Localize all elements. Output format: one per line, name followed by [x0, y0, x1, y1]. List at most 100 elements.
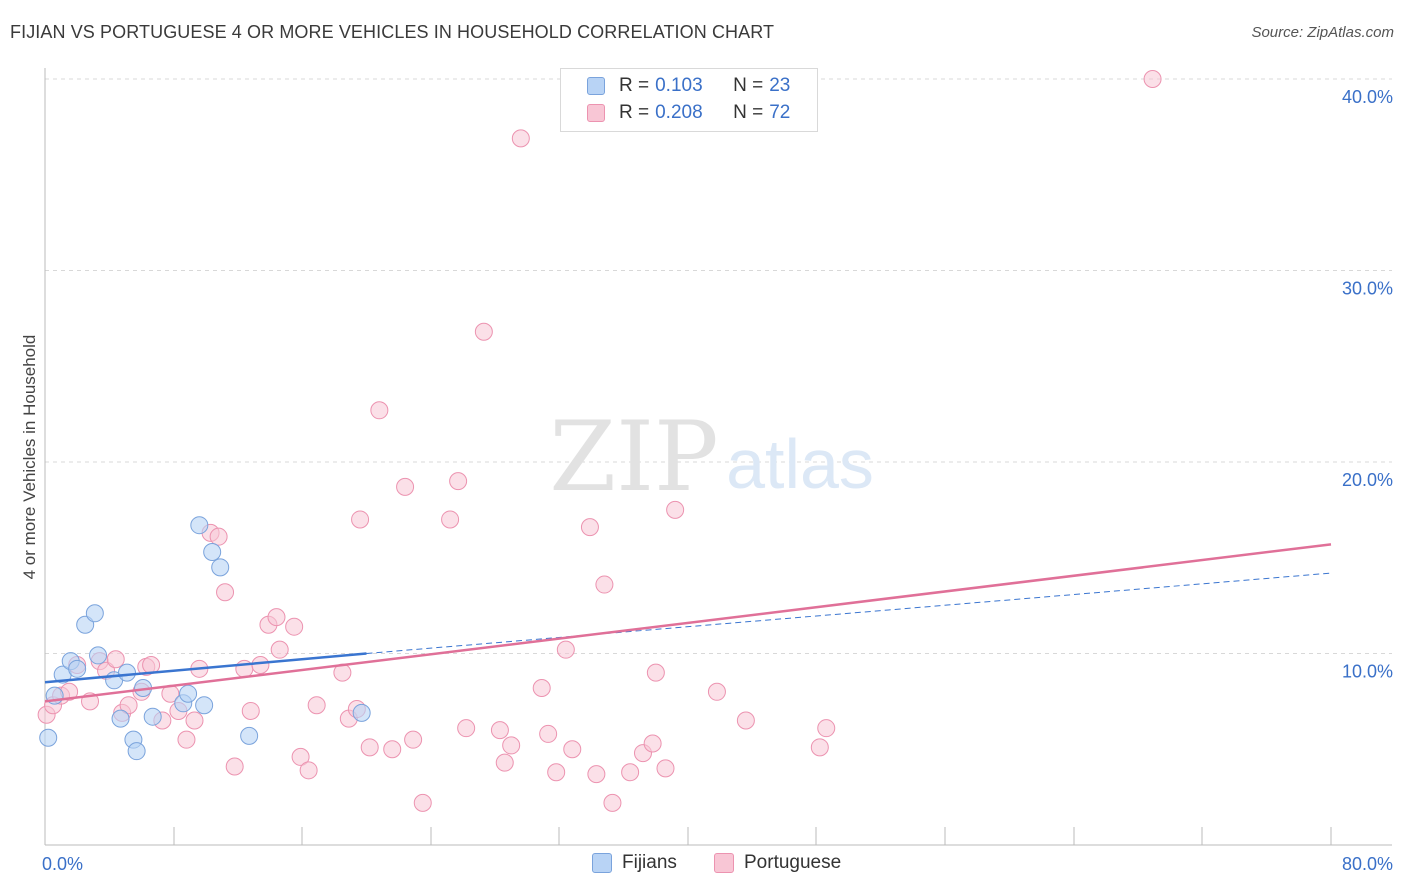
watermark-zip: ZIP [549, 401, 718, 513]
portuguese-point-18 [185, 711, 204, 730]
portuguese-point-39 [370, 401, 389, 420]
portuguese-point-46 [457, 719, 476, 738]
portuguese-point-29 [270, 640, 289, 659]
portuguese-points [37, 70, 1162, 812]
y-axis-label: 4 or more Vehicles in Household [20, 335, 39, 580]
portuguese-point-23 [225, 757, 244, 776]
fijian-point-12 [127, 742, 146, 761]
correlation-legend: R = 0.103 N = 23 R = 0.208 N = 72 [560, 68, 818, 132]
portuguese-point-31 [291, 747, 310, 766]
portuguese-point-54 [547, 763, 566, 782]
portuguese-point-57 [580, 518, 599, 537]
portuguese-point-32 [299, 761, 318, 780]
portuguese-point-41 [396, 477, 415, 496]
legend-row-portuguese: R = 0.208 N = 72 [587, 100, 790, 126]
n-value: 23 [769, 75, 791, 96]
portuguese-point-71 [1143, 70, 1162, 88]
fijian-point-17 [190, 516, 209, 535]
fijians-swatch [587, 77, 605, 95]
fijian-points [39, 516, 371, 761]
portuguese-point-60 [603, 793, 622, 812]
fijian-point-4 [68, 659, 87, 678]
r-value: 0.103 [655, 75, 703, 96]
portuguese-point-59 [595, 575, 614, 594]
r-label: R = [619, 75, 650, 96]
fijian-point-0 [39, 728, 58, 747]
fijian-trend-line [44, 652, 367, 684]
portuguese-point-65 [656, 759, 675, 778]
portuguese-point-49 [495, 753, 514, 772]
portuguese-point-52 [532, 678, 551, 697]
portuguese-swatch [587, 104, 605, 122]
y-tick-label-3: 40.0% [1342, 87, 1393, 107]
fijian-point-19 [203, 543, 222, 562]
portuguese-point-68 [736, 711, 755, 730]
portuguese-point-26 [251, 655, 270, 674]
fijian-point-9 [111, 709, 130, 728]
portuguese-point-53 [539, 724, 558, 743]
portuguese-point-56 [563, 740, 582, 759]
portuguese-point-47 [474, 322, 493, 341]
legend-label: Fijians [622, 852, 677, 873]
portuguese-point-10 [119, 696, 138, 715]
fijian-trend-extension [366, 572, 1332, 654]
y-tick-label-0: 10.0% [1342, 662, 1393, 682]
watermark-atlas: atlas [726, 425, 874, 503]
portuguese-point-37 [351, 510, 370, 529]
portuguese-point-25 [241, 701, 260, 720]
fijian-point-18 [195, 696, 214, 715]
portuguese-point-38 [360, 738, 379, 757]
portuguese-point-44 [441, 510, 460, 529]
portuguese-point-42 [404, 730, 423, 749]
portuguese-point-70 [817, 719, 836, 738]
r-value: 0.208 [655, 102, 703, 123]
portuguese-point-33 [307, 696, 326, 715]
portuguese-point-13 [142, 655, 161, 674]
legend-row-fijians: R = 0.103 N = 23 [587, 73, 790, 99]
portuguese-point-21 [209, 527, 228, 546]
n-label: N = [733, 75, 764, 96]
portuguese-point-28 [267, 608, 286, 627]
portuguese-point-50 [502, 736, 521, 755]
n-value: 72 [769, 102, 791, 123]
fijian-point-16 [179, 684, 198, 703]
portuguese-point-67 [707, 682, 726, 701]
portuguese-point-8 [106, 650, 125, 669]
portuguese-swatch [714, 853, 734, 873]
portuguese-point-66 [666, 500, 685, 519]
fijian-point-5 [76, 615, 95, 634]
portuguese-point-17 [177, 730, 196, 749]
x-tick-label-0: 0.0% [42, 854, 83, 874]
n-label: N = [733, 102, 764, 123]
fijian-point-22 [352, 703, 371, 722]
fijian-point-14 [143, 707, 162, 726]
legend-item-portuguese[interactable]: Portuguese [714, 852, 841, 874]
legend-item-fijians[interactable]: Fijians [592, 852, 677, 874]
x-tick-label-1: 80.0% [1342, 854, 1393, 874]
portuguese-point-30 [285, 617, 304, 636]
portuguese-point-22 [216, 583, 235, 602]
portuguese-point-64 [646, 663, 665, 682]
fijian-point-7 [89, 646, 108, 665]
fijians-swatch [592, 853, 612, 873]
y-tick-label-1: 20.0% [1342, 470, 1393, 490]
fijian-point-21 [240, 726, 259, 745]
portuguese-point-61 [621, 763, 640, 782]
portuguese-point-63 [643, 734, 662, 753]
fijian-point-10 [117, 663, 136, 682]
portuguese-point-40 [383, 740, 402, 759]
grid-lines [45, 78, 1392, 654]
portuguese-point-55 [556, 640, 575, 659]
portuguese-point-69 [810, 738, 829, 757]
portuguese-point-51 [511, 129, 530, 148]
portuguese-point-48 [490, 721, 509, 740]
trend-lines [44, 543, 1332, 703]
r-label: R = [619, 102, 650, 123]
legend-label: Portuguese [744, 852, 842, 873]
portuguese-point-58 [587, 765, 606, 784]
tick-labels: 10.0% 20.0% 30.0% 40.0% 0.0% 80.0% [42, 87, 1393, 874]
chart-title: FIJIAN VS PORTUGUESE 4 OR MORE VEHICLES … [10, 22, 775, 42]
portuguese-point-45 [449, 472, 468, 491]
series-legend: Fijians Portuguese [0, 852, 1406, 878]
